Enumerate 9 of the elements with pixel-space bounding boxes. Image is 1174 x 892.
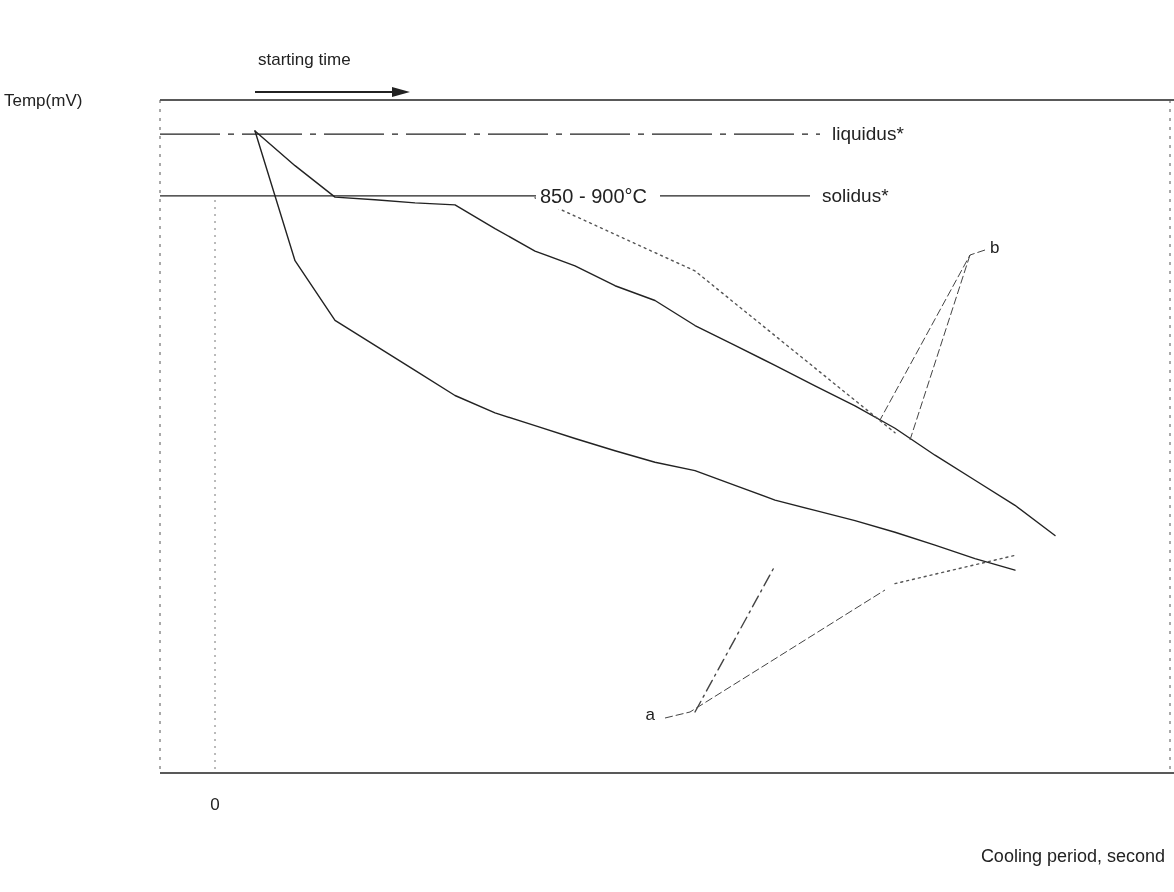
annotation: b — [990, 238, 1000, 257]
x-axis-title: Cooling period, second — [980, 846, 1165, 866]
ref-line-label: solidus* — [822, 184, 890, 206]
text: Temp(mV) — [4, 91, 83, 110]
annotation: a — [645, 705, 656, 724]
text: starting time — [258, 50, 351, 69]
ref-line-label: liquidus* — [832, 123, 905, 145]
annotation: 850 - 900°C — [540, 185, 647, 207]
text: 0 — [210, 795, 220, 814]
